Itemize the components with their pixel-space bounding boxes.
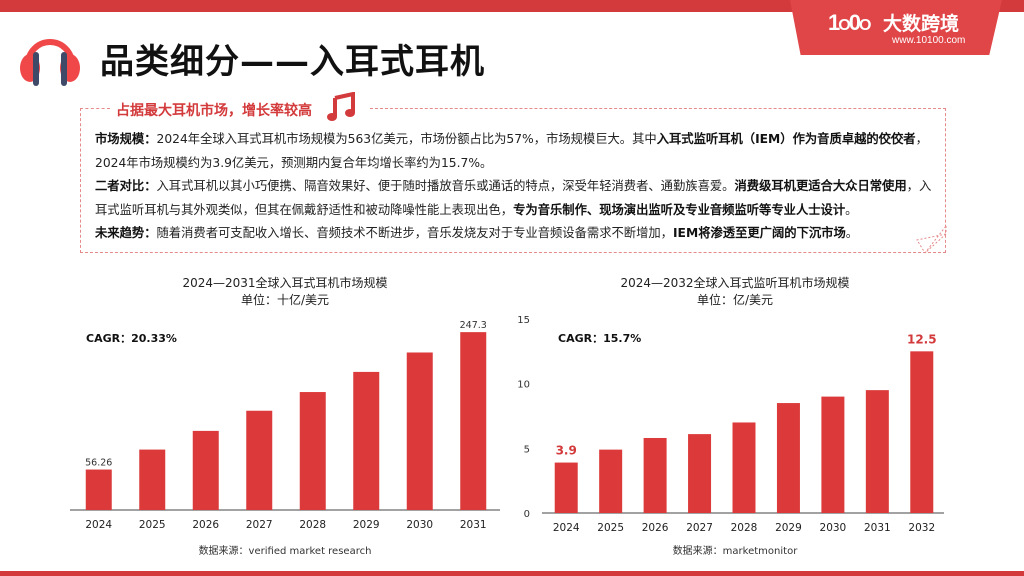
chart-source: 数据来源：marketmonitor xyxy=(672,546,798,557)
x-tick-label: 2031 xyxy=(864,522,891,534)
x-tick-label: 2032 xyxy=(908,522,935,534)
chart-source: 数据来源：verified market research xyxy=(198,546,372,557)
page-title: 品类细分——入耳式耳机 xyxy=(100,42,485,82)
summary-comparison: 二者对比：入耳式耳机以其小巧便携、隔音效果好、便于随时播放音乐或通话的特点，深受… xyxy=(95,179,932,217)
bar-2024 xyxy=(85,469,112,510)
bar-2027 xyxy=(246,410,273,510)
data-label: 247.3 xyxy=(460,320,487,331)
x-tick-label: 2025 xyxy=(139,519,166,531)
headphones-icon xyxy=(20,39,80,86)
bar-2031 xyxy=(865,390,889,513)
y-tick-label: 15 xyxy=(517,315,530,326)
bar-2032 xyxy=(910,351,934,513)
bar-2028 xyxy=(732,422,756,513)
folded-corner-decoration xyxy=(916,226,947,254)
bottom-accent-bar xyxy=(0,571,1024,576)
earphone-market-chart: 2024—2031全球入耳式耳机市场规模 单位：十亿/美元 CAGR：20.33%… xyxy=(60,275,510,565)
bar-2024 xyxy=(554,462,578,513)
iem-market-chart: 2024—2032全球入耳式监听耳机市场规模 单位：亿/美元 CAGR：15.7%… xyxy=(510,275,960,565)
x-tick-label: 2030 xyxy=(820,522,847,534)
x-tick-label: 2026 xyxy=(192,519,219,531)
x-tick-label: 2026 xyxy=(642,522,669,534)
summary-box xyxy=(80,108,946,253)
cagr-label: CAGR：15.7% xyxy=(558,332,642,345)
bar-2026 xyxy=(192,430,219,510)
logo-mark: 1O0O xyxy=(828,10,871,35)
summary-heading: 占据最大耳机市场，增长率较高 xyxy=(112,100,316,120)
logo-name: 大数跨境 xyxy=(883,13,960,35)
bar-2026 xyxy=(643,437,667,513)
bar-2027 xyxy=(688,434,712,513)
x-tick-label: 2028 xyxy=(731,522,758,534)
x-tick-label: 2031 xyxy=(460,519,487,531)
x-tick-label: 2027 xyxy=(686,522,713,534)
x-tick-label: 2025 xyxy=(597,522,624,534)
x-tick-label: 2024 xyxy=(85,519,112,531)
x-tick-label: 2024 xyxy=(553,522,580,534)
bar-2031 xyxy=(460,332,487,510)
chart-title: 2024—2032全球入耳式监听耳机市场规模 xyxy=(620,276,850,290)
summary-heading-row: 占据最大耳机市场，增长率较高 xyxy=(80,100,946,120)
data-label: 56.26 xyxy=(85,458,112,469)
brand-logo: 1O0O 大数跨境 www.10100.com xyxy=(790,0,1002,55)
y-tick-label: 0 xyxy=(524,509,530,520)
x-tick-label: 2030 xyxy=(406,519,433,531)
bar-2029 xyxy=(776,403,800,513)
bar-2025 xyxy=(599,449,623,513)
summary-market-size: 市场规模：2024年全球入耳式耳机市场规模为563亿美元，市场份额占比为57%，… xyxy=(95,132,928,170)
bar-2029 xyxy=(353,371,380,510)
top-accent-bar xyxy=(0,0,1024,12)
summary-trend: 未来趋势：随着消费者可支配收入增长、音频技术不断进步，音乐发烧友对于专业音频设备… xyxy=(95,226,859,240)
data-label: 12.5 xyxy=(907,332,937,346)
data-label: 3.9 xyxy=(556,444,577,458)
music-note-icon xyxy=(327,92,355,121)
chart-unit: 单位：十亿/美元 xyxy=(240,293,330,307)
chart-unit: 单位：亿/美元 xyxy=(696,293,774,307)
logo-url: www.10100.com xyxy=(892,35,966,46)
bar-2028 xyxy=(299,392,326,510)
bar-2030 xyxy=(821,396,845,513)
y-tick-label: 5 xyxy=(524,444,530,455)
x-tick-label: 2028 xyxy=(299,519,326,531)
bar-2030 xyxy=(406,352,433,510)
x-tick-label: 2027 xyxy=(246,519,273,531)
bar-2025 xyxy=(139,449,166,510)
summary-text: 市场规模：2024年全球入耳式耳机市场规模为563亿美元，市场份额占比为57%，… xyxy=(95,128,935,246)
chart-title: 2024—2031全球入耳式耳机市场规模 xyxy=(182,276,388,290)
x-tick-label: 2029 xyxy=(353,519,380,531)
y-tick-label: 10 xyxy=(517,380,530,391)
x-tick-label: 2029 xyxy=(775,522,802,534)
cagr-label: CAGR：20.33% xyxy=(86,332,177,345)
